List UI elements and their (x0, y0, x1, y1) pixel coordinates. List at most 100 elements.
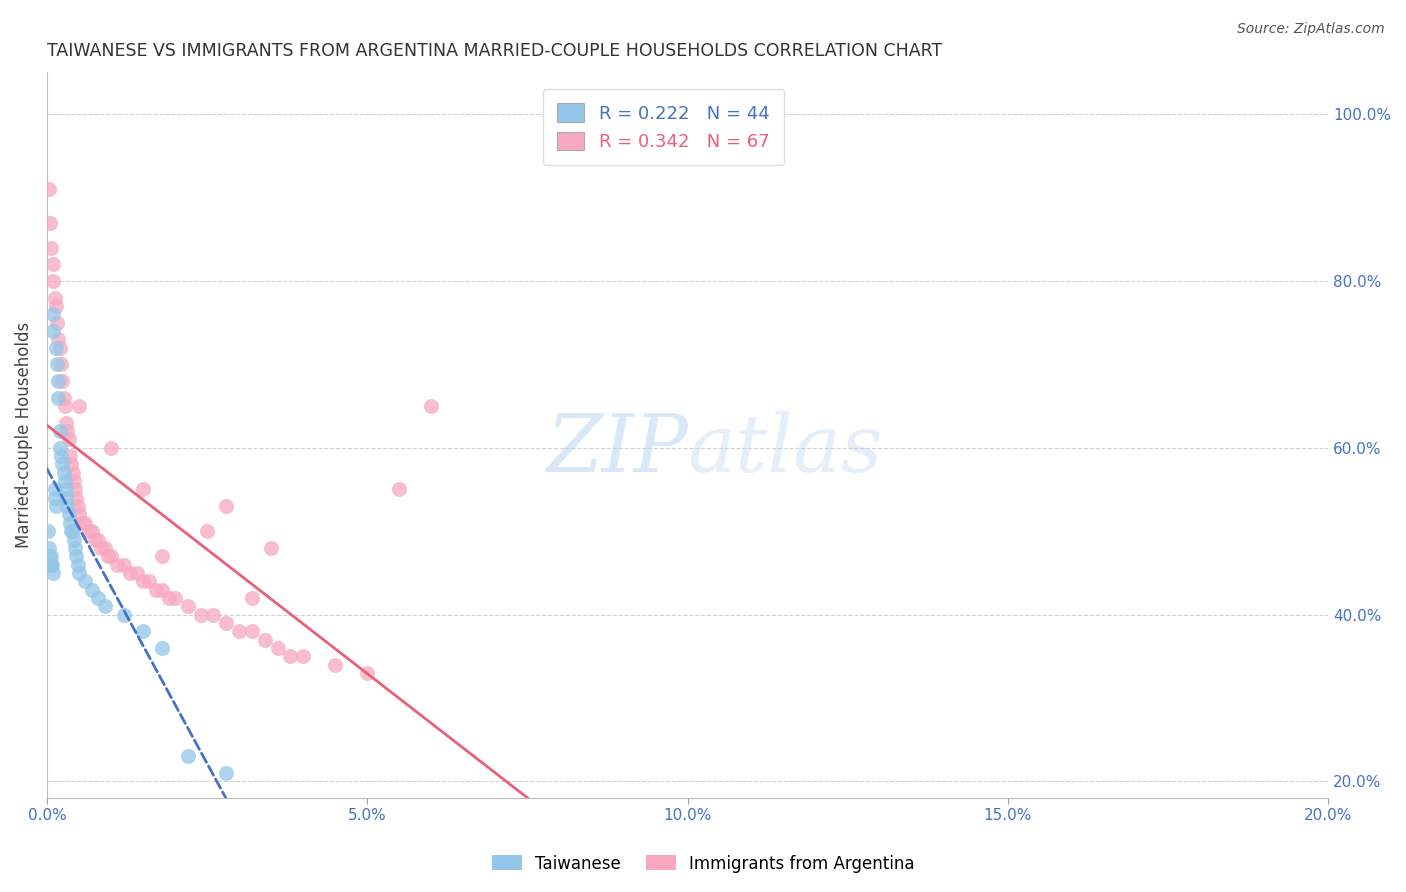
Point (132, 483, 155, 497)
Point (132, 574, 155, 589)
Point (62, 474, 84, 488)
Point (65, 549, 87, 564)
Point (66, 499, 89, 513)
Point (260, 541, 283, 555)
Point (84, 533, 107, 547)
Point (53, 474, 76, 488)
Point (60, 524, 83, 538)
Point (75, 574, 97, 589)
Point (100, 549, 122, 564)
Point (420, 399, 443, 413)
Point (46, 357, 69, 371)
Point (59, 449, 82, 463)
Point (41, 558, 63, 572)
Point (120, 566, 142, 580)
Point (58, 433, 80, 447)
Point (59, 516, 82, 530)
Point (46, 374, 69, 388)
Point (44, 491, 66, 505)
Point (105, 558, 128, 572)
Point (37, 524, 59, 538)
Point (44, 291, 66, 305)
Point (356, 665, 378, 680)
Point (97, 549, 120, 564)
Point (48, 424, 70, 438)
Point (42, 274, 65, 288)
Point (45, 499, 67, 513)
Point (53, 399, 76, 413)
Point (66, 558, 89, 572)
Point (56, 424, 79, 438)
Point (38, 541, 60, 555)
Point (150, 640, 173, 655)
Point (41, 558, 63, 572)
Point (49, 357, 72, 371)
Point (63, 541, 86, 555)
Point (157, 591, 180, 605)
Point (39, 558, 62, 572)
Point (80, 524, 103, 538)
Point (278, 649, 301, 664)
Point (42, 324, 65, 338)
Point (90, 541, 112, 555)
Point (145, 582, 167, 597)
Point (323, 657, 346, 672)
Point (48, 332, 70, 346)
Point (51, 374, 73, 388)
Point (48, 441, 70, 455)
Point (52, 391, 75, 405)
Point (202, 607, 225, 622)
Point (58, 508, 80, 522)
Point (93, 599, 115, 614)
Text: atlas: atlas (688, 411, 883, 489)
Text: Source: ZipAtlas.com: Source: ZipAtlas.com (1237, 22, 1385, 37)
Point (45, 299, 67, 313)
Point (46, 316, 69, 330)
Point (132, 624, 155, 639)
Point (38, 549, 60, 564)
Point (65, 491, 87, 505)
Point (52, 466, 75, 480)
Point (62, 524, 84, 538)
Point (39, 549, 62, 564)
Point (67, 399, 90, 413)
Point (62, 533, 84, 547)
Point (42, 307, 65, 321)
Point (163, 591, 186, 605)
Point (215, 499, 238, 513)
Point (266, 640, 288, 655)
Point (70, 516, 93, 530)
Y-axis label: Married-couple Households: Married-couple Households (15, 322, 32, 549)
Point (67, 566, 90, 580)
Point (55, 483, 77, 497)
Point (41, 257, 63, 271)
Point (228, 624, 250, 639)
Point (49, 449, 72, 463)
Legend: R = 0.222   N = 44, R = 0.342   N = 67: R = 0.222 N = 44, R = 0.342 N = 67 (543, 88, 785, 165)
Point (125, 566, 148, 580)
Point (45, 341, 67, 355)
Point (240, 591, 263, 605)
Text: TAIWANESE VS IMMIGRANTS FROM ARGENTINA MARRIED-COUPLE HOUSEHOLDS CORRELATION CHA: TAIWANESE VS IMMIGRANTS FROM ARGENTINA M… (46, 42, 942, 60)
Point (112, 558, 135, 572)
Point (100, 441, 122, 455)
Point (112, 607, 135, 622)
Point (215, 615, 238, 630)
Point (63, 483, 86, 497)
Point (48, 391, 70, 405)
Point (80, 582, 103, 597)
Point (44, 483, 66, 497)
Point (77, 524, 100, 538)
Point (48, 341, 70, 355)
Point (138, 574, 160, 589)
Point (215, 766, 238, 780)
Point (39, 216, 62, 230)
Point (177, 599, 200, 614)
Point (56, 499, 79, 513)
Point (93, 541, 115, 555)
Point (55, 416, 77, 430)
Point (67, 508, 90, 522)
Text: ZIP: ZIP (546, 411, 688, 489)
Point (177, 749, 200, 764)
Point (41, 566, 63, 580)
